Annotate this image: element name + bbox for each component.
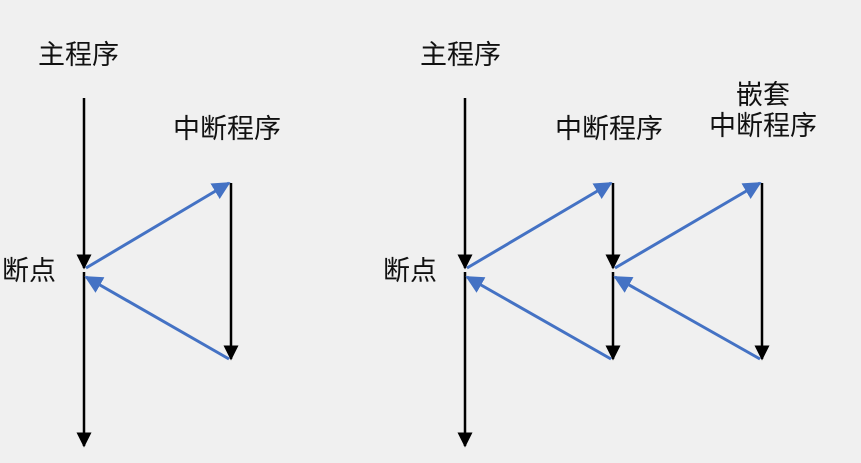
right-breakpoint-label: 断点: [383, 256, 437, 287]
right-diagram: [457, 98, 770, 448]
right-nested-label-line1: 嵌套: [736, 80, 790, 111]
right-main-program-label: 主程序: [420, 40, 501, 71]
right-nested-label-line2: 中断程序: [709, 111, 817, 143]
left-interrupt-program-label: 中断程序: [173, 114, 281, 145]
left-main-program-label: 主程序: [38, 40, 119, 71]
right-nested-interrupt-label: 嵌套 中断程序: [703, 80, 823, 142]
right-nested-return-arrow: [613, 275, 761, 361]
left-call-arrow: [85, 181, 231, 270]
left-diagram: [76, 98, 239, 448]
right-interrupt-program-label: 中断程序: [555, 114, 663, 145]
right-return-arrow: [465, 275, 612, 361]
left-return-arrow: [84, 275, 230, 361]
left-breakpoint-label: 断点: [2, 256, 56, 287]
right-nested-call-arrow: [614, 181, 762, 270]
right-call-arrow: [466, 181, 613, 270]
